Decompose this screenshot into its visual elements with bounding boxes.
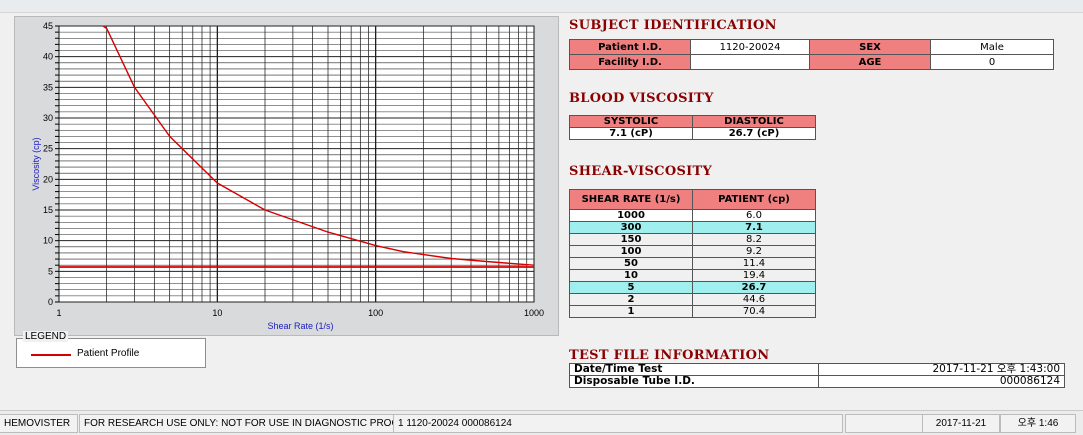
table-row-highlighted: 5 26.7 xyxy=(569,281,816,294)
legend-swatch xyxy=(31,354,71,356)
systolic-value: 7.1 (cP) xyxy=(569,127,693,140)
test-file-title: TEST FILE INFORMATION xyxy=(569,348,770,363)
shear-rate-cell: 300 xyxy=(569,221,693,234)
top-strip xyxy=(0,0,1083,13)
sex-label: SEX xyxy=(809,39,931,55)
table-row: 50 11.4 xyxy=(569,257,816,270)
facility-id-value xyxy=(690,54,810,70)
patient-id-label: Patient I.D. xyxy=(569,39,691,55)
diastolic-label: DIASTOLIC xyxy=(692,115,816,128)
status-time: 오후 1:46 xyxy=(1000,414,1076,433)
table-row: 150 8.2 xyxy=(569,233,816,246)
table-row: 1000 6.0 xyxy=(569,209,816,222)
status-notice: FOR RESEARCH USE ONLY: NOT FOR USE IN DI… xyxy=(79,414,440,433)
viscosity-cell: 26.7 xyxy=(692,281,816,294)
shear-rate-cell: 5 xyxy=(569,281,693,294)
y-tick-label: 20 xyxy=(43,174,53,184)
status-record: 1 1120-20024 000086124 xyxy=(393,414,843,433)
x-tick-label: 1000 xyxy=(524,308,544,318)
x-tick-label: 1 xyxy=(56,308,61,318)
viscosity-cell: 6.0 xyxy=(692,209,816,222)
y-tick-label: 40 xyxy=(43,52,53,62)
datetime-label: Date/Time Test xyxy=(569,363,819,376)
y-tick-label: 30 xyxy=(43,113,53,123)
diastolic-value: 26.7 (cP) xyxy=(692,127,816,140)
y-tick-label: 35 xyxy=(43,82,53,92)
sex-value: Male xyxy=(930,39,1054,55)
shear-rate-cell: 1000 xyxy=(569,209,693,222)
legend-entry: Patient Profile xyxy=(77,348,140,359)
shear-rate-cell: 2 xyxy=(569,293,693,306)
status-date: 2017-11-21 xyxy=(922,414,1000,433)
age-label: AGE xyxy=(809,54,931,70)
patient-id-value: 1120-20024 xyxy=(690,39,810,55)
status-app-name: HEMOVISTER xyxy=(0,414,78,433)
status-blank xyxy=(845,414,927,433)
y-tick-label: 15 xyxy=(43,205,53,215)
table-row: 100 9.2 xyxy=(569,245,816,258)
shear-viscosity-table: SHEAR RATE (1/s) PATIENT (cp) 1000 6.0 3… xyxy=(569,189,816,318)
legend-title: LEGEND xyxy=(23,331,69,342)
x-tick-label: 100 xyxy=(368,308,383,318)
viscosity-chart-panel: 0 5 10 15 20 25 30 35 40 45 1 10 100 1000 Shear Rate (… xyxy=(14,16,559,336)
viscosity-cell: 44.6 xyxy=(692,293,816,306)
viscosity-chart: 0 5 10 15 20 25 30 35 40 45 1 10 100 1000 Shear Rate (… xyxy=(31,21,544,331)
patient-header: PATIENT (cp) xyxy=(692,189,816,210)
shear-rate-cell: 50 xyxy=(569,257,693,270)
x-axis-label: Shear Rate (1/s) xyxy=(267,321,333,331)
table-row-highlighted: 300 7.1 xyxy=(569,221,816,234)
y-axis-label: Viscosity (cp) xyxy=(31,137,41,190)
shear-rate-cell: 150 xyxy=(569,233,693,246)
facility-id-label: Facility I.D. xyxy=(569,54,691,70)
viscosity-cell: 19.4 xyxy=(692,269,816,282)
blood-viscosity-table: SYSTOLIC DIASTOLIC 7.1 (cP) 26.7 (cP) xyxy=(569,115,816,140)
y-tick-label: 0 xyxy=(48,297,53,307)
table-row: 2 44.6 xyxy=(569,293,816,306)
subject-table: Patient I.D. 1120-20024 SEX Male Facilit… xyxy=(569,39,1054,70)
x-tick-label: 10 xyxy=(212,308,222,318)
viscosity-cell: 8.2 xyxy=(692,233,816,246)
plot-area xyxy=(58,25,535,303)
systolic-label: SYSTOLIC xyxy=(569,115,693,128)
shear-rate-cell: 100 xyxy=(569,245,693,258)
y-tick-label: 5 xyxy=(48,266,53,276)
viscosity-cell: 70.4 xyxy=(692,305,816,318)
viscosity-cell: 11.4 xyxy=(692,257,816,270)
patient-profile-line xyxy=(102,25,535,266)
shear-viscosity-title: SHEAR-VISCOSITY xyxy=(569,164,713,179)
age-value: 0 xyxy=(930,54,1054,70)
table-row: 10 19.4 xyxy=(569,269,816,282)
datetime-value: 2017-11-21 오후 1:43:00 xyxy=(818,363,1065,376)
tube-id-label: Disposable Tube I.D. xyxy=(569,375,819,388)
shear-rate-cell: 1 xyxy=(569,305,693,318)
table-row: 1 70.4 xyxy=(569,305,816,318)
test-file-table: Date/Time Test 2017-11-21 오후 1:43:00 Dis… xyxy=(569,363,1065,388)
tube-id-value: 000086124 xyxy=(818,375,1065,388)
y-tick-label: 45 xyxy=(43,21,53,31)
shear-rate-header: SHEAR RATE (1/s) xyxy=(569,189,693,210)
y-tick-label: 10 xyxy=(43,236,53,246)
y-tick-label: 25 xyxy=(43,144,53,154)
status-bar: HEMOVISTER FOR RESEARCH USE ONLY: NOT FO… xyxy=(0,410,1083,435)
subject-section-title: SUBJECT IDENTIFICATION xyxy=(569,18,777,33)
viscosity-cell: 7.1 xyxy=(692,221,816,234)
shear-rate-cell: 10 xyxy=(569,269,693,282)
viscosity-cell: 9.2 xyxy=(692,245,816,258)
chart-legend: LEGEND Patient Profile xyxy=(16,331,206,368)
blood-viscosity-title: BLOOD VISCOSITY xyxy=(569,91,714,106)
